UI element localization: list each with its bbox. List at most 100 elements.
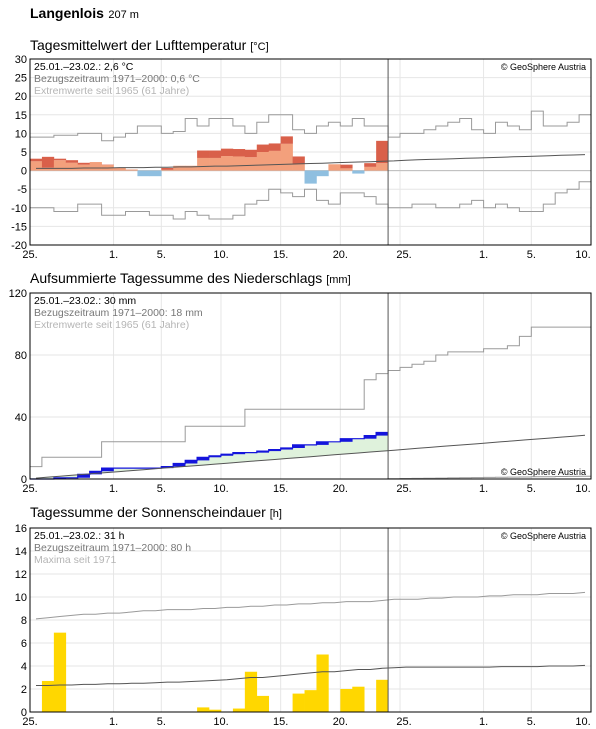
precip-increment-bar [77,474,90,478]
sun-y-tick-label: 0 [21,707,27,719]
precip-x-tick-label: 10. [213,483,228,495]
temp-legend-2: Bezugszeitraum 1971–2000: 0,6 °C [34,73,200,85]
temp-y-tick-label: 25 [15,73,27,85]
precip-copyright: © GeoSphere Austria [501,467,586,477]
temp-bar-above-normal [41,156,55,168]
temp-bar [268,150,281,171]
sunshine-title: Tagessumme der Sonnenscheindauer [h] [30,504,282,520]
temp-bar [125,169,138,171]
temp-bar-above-normal [30,158,43,162]
sun-bar [53,632,67,712]
precip-legend-2: Bezugszeitraum 1971–2000: 18 mm [34,307,203,319]
sun-x-tick-label: 20. [333,716,348,728]
sun-bar [244,671,258,712]
sunshine-unit: [h] [269,508,282,520]
temp-bar-above-normal [220,148,234,157]
precip-reference-line [35,434,586,479]
temperature-title: Tagesmittelwert der Lufttemperatur [°C] [30,37,269,53]
sun-x-tick-label: 10. [213,716,228,728]
sun-y-tick-label: 6 [21,638,27,650]
precip-x-tick-label: 25. [22,483,37,495]
precip-increment-bar [89,471,102,475]
temp-bar-above-normal [161,167,174,170]
sun-x-tick-label: 25. [396,716,411,728]
precip-x-tick-label: 20. [333,483,348,495]
temp-y-tick-label: -5 [17,184,27,196]
precipitation-title: Aufsummierte Tagessumme des Niederschlag… [30,270,351,286]
sun-bar [376,679,389,712]
temp-bar [209,157,222,171]
precip-increment-bar [209,455,222,458]
temp-x-tick-label: 15. [273,249,288,260]
temp-bar-above-normal [256,144,270,152]
temp-bar [256,152,270,171]
precip-y-tick-label: 40 [15,412,27,424]
temp-x-tick-label: 20. [333,249,348,260]
temp-plot-border [29,58,592,246]
sun-bar [41,680,55,712]
station-header: Langenlois 207 m [30,5,139,23]
temp-y-tick-label: 10 [15,128,27,140]
precip-increment-bar [256,451,270,453]
sun-y-tick-label: 14 [15,546,27,558]
sun-legend-3: Maxima seit 1971 [34,554,116,566]
temp-bar [30,161,43,171]
sun-bar [292,693,305,712]
temp-reference-line [36,154,586,169]
precipitation-unit: [mm] [326,274,351,286]
precip-increment-bar [185,460,198,464]
temp-bar-above-normal [340,164,353,169]
precip-increment-bar [101,468,114,472]
precip-increment-bar [268,449,281,452]
sun-bar [352,686,365,712]
sun-bar [256,695,270,712]
sun-x-tick-label: 5. [157,716,166,728]
sun-copyright: © GeoSphere Austria [501,531,586,541]
temp-y-tick-label: 5 [21,147,27,159]
sun-x-tick-label: 5. [527,716,536,728]
temp-x-tick-label: 25. [396,249,411,260]
temperature-title-text: Tagesmittelwert der Lufttemperatur [30,37,247,53]
sun-x-tick-label: 1. [479,716,488,728]
sun-legend-1: 25.01.–23.02.: 31 h [34,530,125,542]
sun-x-tick-label: 25. [22,716,37,728]
precip-increment-bar [173,463,186,467]
temp-bar [41,167,55,171]
temp-x-tick-label: 25. [22,249,37,260]
precip-x-tick-label: 1. [109,483,118,495]
temp-bar [161,169,174,171]
precip-increment-bar [280,448,293,450]
temp-max-line [30,110,591,142]
temp-bar [244,157,258,171]
precip-increment-bar [197,457,210,461]
temp-legend-1: 25.01.–23.02.: 2,6 °C [34,61,134,73]
temp-bar [328,164,341,171]
temp-bar-above-normal [209,150,222,158]
temp-bar-cold [137,170,150,177]
temp-x-tick-label: 10. [575,249,590,260]
precip-x-tick-label: 15. [273,483,288,495]
sun-bar [304,690,317,712]
temp-bar [53,160,67,171]
sun-plot-border [29,527,592,713]
precip-increment-bar [292,444,305,448]
sun-bar [197,707,210,712]
precip-y-tick-label: 0 [21,474,27,486]
temp-bar [376,163,389,171]
temp-bar [232,156,246,171]
temp-y-tick-label: 30 [15,54,27,66]
precip-plot-border [29,292,592,480]
precip-legend-3: Extremwerte seit 1965 (61 Jahre) [34,319,189,331]
precip-x-tick-label: 10. [575,483,590,495]
precip-increment-bar [340,438,353,442]
precip-x-tick-label: 5. [527,483,536,495]
temp-bar [113,167,126,171]
precip-increment-bar [232,452,246,455]
temp-bar-cold [316,170,329,177]
temp-bar-cold [149,170,162,177]
temp-x-tick-label: 1. [109,249,118,260]
temp-bar-above-normal [280,136,293,144]
